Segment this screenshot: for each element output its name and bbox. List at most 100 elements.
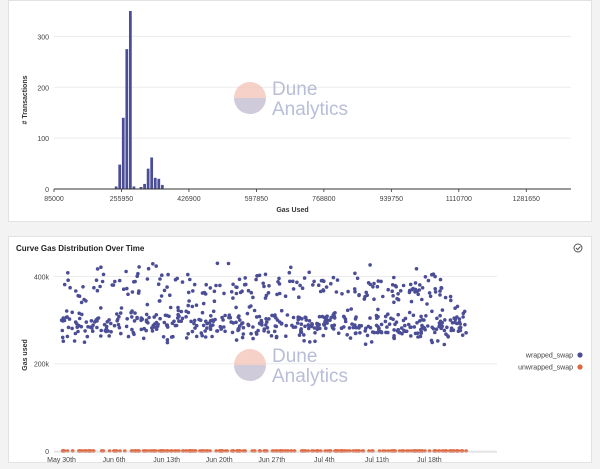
scatter-point [226, 261, 231, 266]
scatter-point [133, 311, 137, 315]
scatter-point [103, 328, 108, 333]
scatter-point [186, 332, 190, 336]
scatter-point [396, 292, 400, 296]
scatter-point [255, 274, 259, 278]
scatter-point [265, 326, 270, 330]
scatter-point [312, 279, 316, 284]
scatter-point [112, 323, 117, 328]
scatter-point [270, 313, 274, 318]
scatter-point [72, 339, 77, 343]
scatter-point [135, 316, 139, 321]
scatter-point [101, 272, 106, 277]
scatter-point [132, 332, 136, 337]
scatter-point [426, 278, 431, 283]
y-tick-label: 200k [34, 362, 50, 369]
histogram-bar [150, 157, 154, 189]
scatter-point [201, 323, 206, 328]
scatter-point [322, 279, 326, 283]
scatter-point [243, 276, 247, 280]
x-tick-label: Jun 20th [206, 457, 233, 464]
scatter-point [461, 315, 465, 319]
scatter-point [368, 263, 372, 267]
scatter-point [340, 292, 344, 296]
scatter-point [194, 334, 199, 339]
scatter-point [453, 320, 457, 325]
scatter-point [408, 325, 413, 329]
scatter-point [115, 317, 120, 322]
scatter-point [457, 320, 462, 325]
histogram-bar [121, 117, 125, 189]
scatter-point [277, 276, 281, 281]
scatter-point [363, 342, 368, 346]
scatter-point [251, 295, 255, 300]
scatter-point [115, 312, 119, 316]
x-tick-label: May 30th [47, 457, 76, 464]
scatter-point [407, 310, 412, 315]
scatter-point [408, 282, 413, 287]
scatter-point [355, 276, 360, 281]
scatter-point [274, 324, 279, 329]
scatter-point [436, 339, 440, 343]
scatter-point [152, 315, 156, 319]
scatter-point [302, 276, 307, 280]
histogram-bar [153, 177, 157, 189]
scatter-point [440, 321, 445, 325]
scatter-point [113, 279, 117, 284]
scatter-point [443, 318, 447, 322]
scatter-point [308, 340, 312, 344]
scatter-point [365, 333, 370, 338]
scatter-point [96, 316, 101, 320]
scatter-point [448, 294, 453, 299]
scatter-point [420, 318, 424, 322]
scatter-point [419, 314, 423, 319]
check-circle-icon[interactable] [573, 243, 583, 253]
scatter-point [453, 306, 457, 310]
scatter-point [401, 283, 406, 288]
scatter-point [222, 325, 226, 329]
scatter-point [455, 315, 459, 319]
scatter-point [440, 308, 445, 312]
scatter-point [251, 325, 255, 329]
scatter-point [299, 330, 303, 334]
scatter-point [158, 299, 162, 303]
histogram-bar [160, 184, 164, 189]
scatter-point [99, 306, 103, 310]
scatter-point [412, 325, 417, 329]
scatter-point [257, 314, 262, 319]
watermark-logo-half [234, 98, 266, 114]
scatter-point [371, 285, 375, 289]
scatter-point [411, 286, 415, 291]
scatter-point [442, 342, 447, 347]
scatter-point [118, 311, 123, 315]
x-tick-label: 597850 [245, 196, 268, 203]
scatter-point [208, 286, 213, 290]
scatter-point [215, 261, 220, 266]
scatter-point [189, 319, 193, 324]
scatter-point [79, 300, 84, 305]
scatter-point [297, 295, 301, 299]
scatter-point [207, 321, 212, 325]
scatter-point [266, 330, 271, 334]
scatter-point [151, 262, 155, 266]
scatter-point [64, 309, 69, 313]
scatter-point [170, 321, 175, 326]
watermark-line2: Analytics [272, 99, 348, 120]
histogram-bar [118, 164, 122, 189]
scatter-point [411, 313, 416, 318]
scatter-point [423, 327, 427, 332]
scatter-point [156, 322, 160, 327]
scatter-point [83, 329, 87, 333]
scatter-point [267, 317, 271, 321]
scatter-point [212, 289, 217, 294]
scatter-point [231, 296, 235, 300]
scatter-point [275, 318, 280, 322]
scatter-point [184, 336, 189, 340]
scatter-point [381, 294, 385, 299]
scatter-point [152, 325, 157, 329]
x-tick-label: 255950 [110, 196, 133, 203]
scatter-point [194, 323, 199, 328]
scatter-point [162, 320, 167, 325]
scatter-point [425, 302, 429, 306]
scatter-point [399, 326, 404, 330]
